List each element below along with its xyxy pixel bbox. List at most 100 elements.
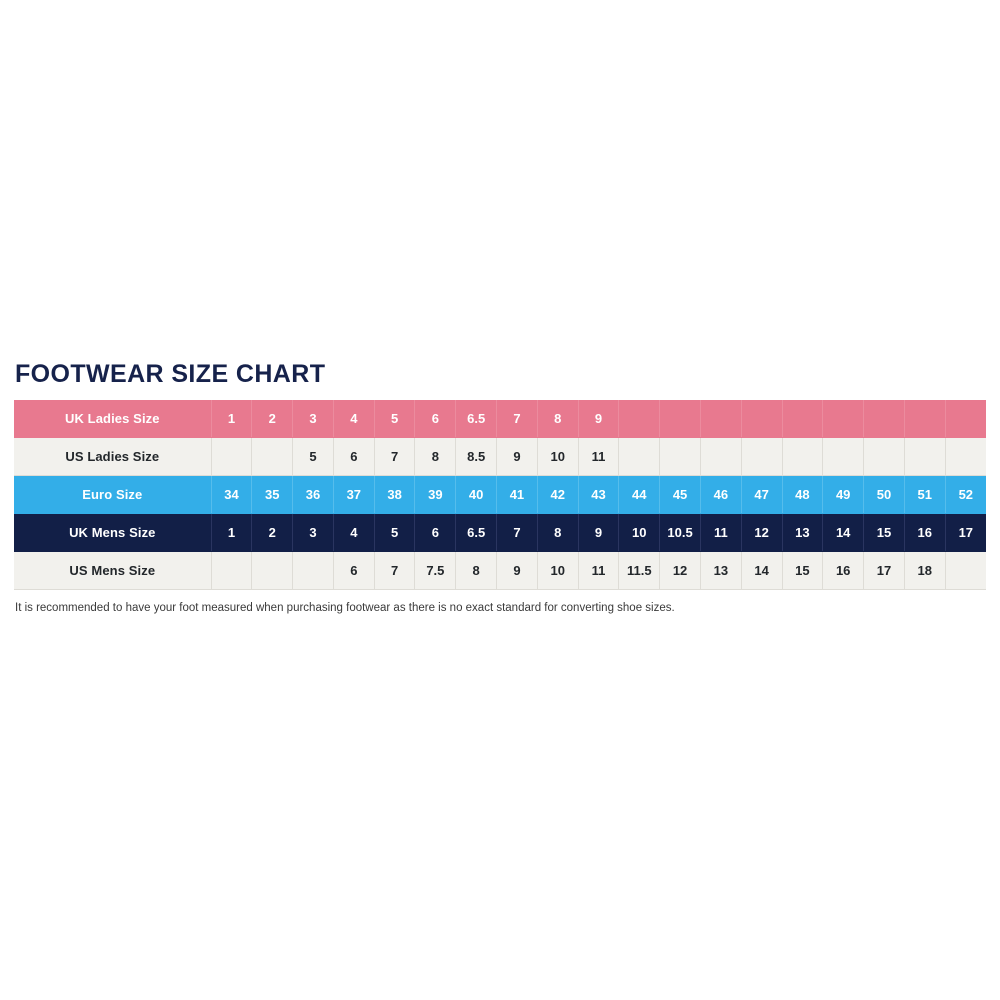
size-cell: 12 [741,513,783,552]
size-cell: 15 [782,551,824,590]
size-cell: 10 [537,437,579,476]
footwear-size-table: UK Ladies Size 1 2 3 4 5 6 6.5 7 8 9 US Ladies Size… [14,400,986,590]
size-cell: 7 [374,437,416,476]
table-row: US Mens Size 6 7 7.5 8 9 10 11 11.5 12 13 14 15 16 17 1… [14,551,986,590]
footnote-text: It is recommended to have your foot meas… [15,602,675,614]
size-cell: 44 [618,475,661,514]
size-cell [782,400,824,438]
size-cell: 4 [333,400,375,438]
size-cell: 6.5 [455,400,498,438]
size-cell [822,400,865,438]
size-cell [741,400,783,438]
size-cell: 5 [374,400,416,438]
size-cell: 42 [537,475,579,514]
size-cell [251,551,294,590]
table-row: US Ladies Size 5 6 7 8 8.5 9 10 11 [14,437,986,476]
size-cell: 7 [496,513,538,552]
size-cell [251,437,294,476]
size-cell: 15 [863,513,905,552]
size-cell: 36 [292,475,334,514]
size-cell: 40 [455,475,498,514]
size-cell: 2 [251,513,294,552]
table-row: Euro Size 34 35 36 37 38 39 40 41 42 43 44 45 46 47 48 4… [14,475,986,514]
size-cell: 7 [496,400,538,438]
size-cell [292,551,334,590]
size-cell: 13 [700,551,742,590]
size-cell: 49 [822,475,865,514]
size-cell: 5 [292,437,334,476]
table-body: UK Ladies Size 1 2 3 4 5 6 6.5 7 8 9 US Ladies Size… [14,400,986,590]
size-cell [782,437,824,476]
size-cell: 10 [618,513,661,552]
size-cell: 3 [292,513,334,552]
size-cell: 5 [374,513,416,552]
size-cell: 1 [211,400,253,438]
size-cell: 6 [414,400,457,438]
size-cell: 45 [659,475,701,514]
row-label-us-mens-size: US Mens Size [14,551,212,590]
size-cell [211,437,253,476]
size-cell: 17 [863,551,905,590]
size-cell [659,400,701,438]
size-cell: 7.5 [414,551,457,590]
size-cell [904,437,946,476]
size-cell: 12 [659,551,701,590]
size-cell: 8 [414,437,457,476]
size-cell: 51 [904,475,946,514]
size-cell: 17 [945,513,986,552]
size-cell: 14 [741,551,783,590]
size-cell: 8 [455,551,498,590]
size-cell: 39 [414,475,457,514]
row-label-uk-mens-size: UK Mens Size [14,513,212,552]
size-cell: 34 [211,475,253,514]
size-cell: 6 [333,551,375,590]
size-cell: 9 [578,400,620,438]
size-cell: 9 [578,513,620,552]
table-row: UK Mens Size 1 2 3 4 5 6 6.5 7 8 9 10 10.5 11 12 13 14 15… [14,513,986,552]
size-cell: 46 [700,475,742,514]
size-cell: 10 [537,551,579,590]
size-cell: 6 [414,513,457,552]
size-cell: 8.5 [455,437,498,476]
size-cell: 50 [863,475,905,514]
size-cell: 41 [496,475,538,514]
size-cell: 14 [822,513,865,552]
size-cell [659,437,701,476]
row-label-uk-ladies-size: UK Ladies Size [14,400,212,438]
size-cell: 1 [211,513,253,552]
size-cell: 43 [578,475,620,514]
size-cell [700,400,742,438]
size-chart-block: FOOTWEAR SIZE CHART UK Ladies Size 1 2 3 4 5 6… [14,362,986,616]
size-cell [863,437,905,476]
size-cell: 11 [700,513,742,552]
size-cell: 2 [251,400,294,438]
table-row: UK Ladies Size 1 2 3 4 5 6 6.5 7 8 9 [14,400,986,438]
size-cell [863,400,905,438]
size-cell: 11 [578,551,620,590]
size-cell [904,400,946,438]
size-cell [822,437,865,476]
size-cell [945,437,986,476]
size-cell [700,437,742,476]
size-cell: 11.5 [618,551,661,590]
size-cell: 6 [333,437,375,476]
size-cell: 16 [904,513,946,552]
size-cell [741,437,783,476]
row-label-us-ladies-size: US Ladies Size [14,437,212,476]
size-cell: 8 [537,513,579,552]
size-cell: 3 [292,400,334,438]
size-cell: 4 [333,513,375,552]
size-cell: 10.5 [659,513,701,552]
size-cell: 37 [333,475,375,514]
size-cell: 9 [496,551,538,590]
size-cell: 6.5 [455,513,498,552]
size-cell: 8 [537,400,579,438]
size-cell: 52 [945,475,986,514]
size-cell: 16 [822,551,865,590]
size-cell [618,437,661,476]
row-label-euro-size: Euro Size [14,475,212,514]
size-cell: 13 [782,513,824,552]
size-cell: 11 [578,437,620,476]
size-cell: 47 [741,475,783,514]
